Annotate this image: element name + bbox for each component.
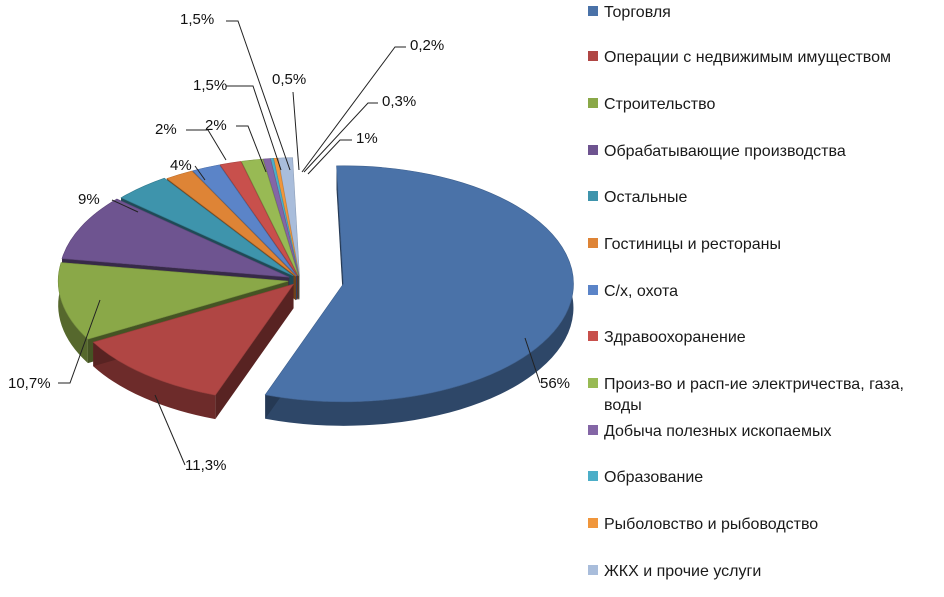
data-label-9: 0,5% (272, 71, 306, 88)
legend-label: С/х, охота (604, 283, 679, 300)
legend-item: Строительство (588, 94, 934, 115)
leader-line-5 (186, 129, 227, 161)
legend-label: Образование (604, 469, 704, 486)
pie-slice-2 (57, 262, 289, 340)
slice-side-2 (58, 262, 88, 364)
data-label-0: 56% (540, 375, 570, 392)
pie-slice-1 (92, 283, 295, 396)
data-label-2: 10,7% (8, 375, 51, 392)
legend-item: Произ-во и расп-ие электричества, газа, … (588, 374, 934, 416)
legend-swatch (588, 471, 598, 481)
legend-item: Рыболовство и рыбоводство (588, 514, 934, 535)
pie-slice-7 (219, 161, 298, 276)
legend-label: Рыболовство и рыбоводство (604, 516, 819, 533)
legend-label: Торговля (604, 4, 671, 21)
data-label-12: 1% (356, 130, 378, 147)
slice-side-0 (265, 165, 574, 426)
leader-line-2 (58, 299, 101, 384)
leader-lines (58, 20, 541, 466)
legend-swatch (588, 6, 598, 16)
legend-label: Гостиницы и рестораны (604, 236, 781, 253)
legend-item: Добыча полезных ископаемых (588, 421, 934, 442)
legend-item: Операции с недвижимым имуществом (588, 47, 934, 68)
legend-swatch (588, 285, 598, 295)
legend-label: Операции с недвижимым имуществом (604, 49, 892, 66)
legend-item: С/х, охота (588, 281, 934, 302)
pie-slice-0 (264, 165, 574, 403)
leader-line-4 (194, 165, 206, 181)
data-label-5: 2% (155, 121, 177, 138)
legend-swatch (588, 51, 598, 61)
legend-swatch (588, 565, 598, 575)
data-label-8: 1,5% (180, 11, 214, 28)
leader-line-8 (226, 20, 291, 171)
data-label-3: 9% (78, 191, 100, 208)
leader-line-6 (236, 125, 267, 173)
legend-swatch (588, 425, 598, 435)
pie-slices (57, 157, 574, 426)
legend-label: Здравоохоранение (604, 329, 746, 346)
legend-item: Образование (588, 467, 934, 488)
pie-slice-3 (61, 198, 290, 278)
pie-slice-6 (192, 164, 298, 277)
slice-side-1 (93, 342, 216, 420)
legend-swatch (588, 191, 598, 201)
legend-item: ЖКХ и прочие услуги (588, 561, 934, 582)
legend-item: Здравоохоранение (588, 327, 934, 348)
leader-line-3 (111, 199, 139, 213)
data-label-11: 0,3% (382, 93, 416, 110)
pie-slice-8 (241, 158, 299, 276)
legend-swatch (588, 238, 598, 248)
leader-line-9 (292, 91, 300, 171)
data-label-6: 2% (205, 117, 227, 134)
leader-line-10 (301, 46, 406, 173)
legend-swatch (588, 331, 598, 341)
data-label-10: 0,2% (410, 37, 444, 54)
data-label-4: 4% (170, 157, 192, 174)
legend-swatch (588, 98, 598, 108)
legend-label: Обрабатывающие производства (604, 143, 846, 160)
pie-slice-4 (120, 177, 294, 277)
legend-label: ЖКХ и прочие услуги (604, 563, 762, 580)
pie-slice-5 (166, 170, 297, 277)
leader-line-7 (226, 85, 282, 171)
legend-label: Произ-во и расп-ие электричества, газа, … (604, 376, 904, 414)
slice-edge-1-0 (215, 284, 294, 420)
legend-swatch (588, 378, 598, 388)
legend-item: Гостиницы и рестораны (588, 234, 934, 255)
legend-item: Торговля (588, 2, 934, 23)
legend-item: Обрабатывающие производства (588, 141, 934, 162)
legend-item: Остальные (588, 187, 934, 208)
legend-label: Остальные (604, 189, 688, 206)
leader-line-11 (303, 102, 378, 173)
legend-label: Строительство (604, 96, 716, 113)
leader-line-12 (307, 139, 352, 175)
leader-line-1 (154, 394, 186, 466)
data-label-1: 11,3% (185, 457, 226, 474)
data-labels: 56% 11,3% 10,7% 9% 4% 2% 2% 1,5% 1,5% 0,5% 0,2% 0,3… (8, 11, 570, 474)
legend-label: Добыча полезных ископаемых (604, 423, 832, 440)
data-label-7: 1,5% (193, 77, 227, 94)
pie-slice-9 (262, 158, 300, 276)
legend-swatch (588, 518, 598, 528)
legend-swatch (588, 145, 598, 155)
leader-line-0 (524, 337, 541, 384)
slice-edge-0-0 (336, 165, 344, 308)
legend: Торговля Операции с недвижимым имуществом… (588, 0, 938, 597)
